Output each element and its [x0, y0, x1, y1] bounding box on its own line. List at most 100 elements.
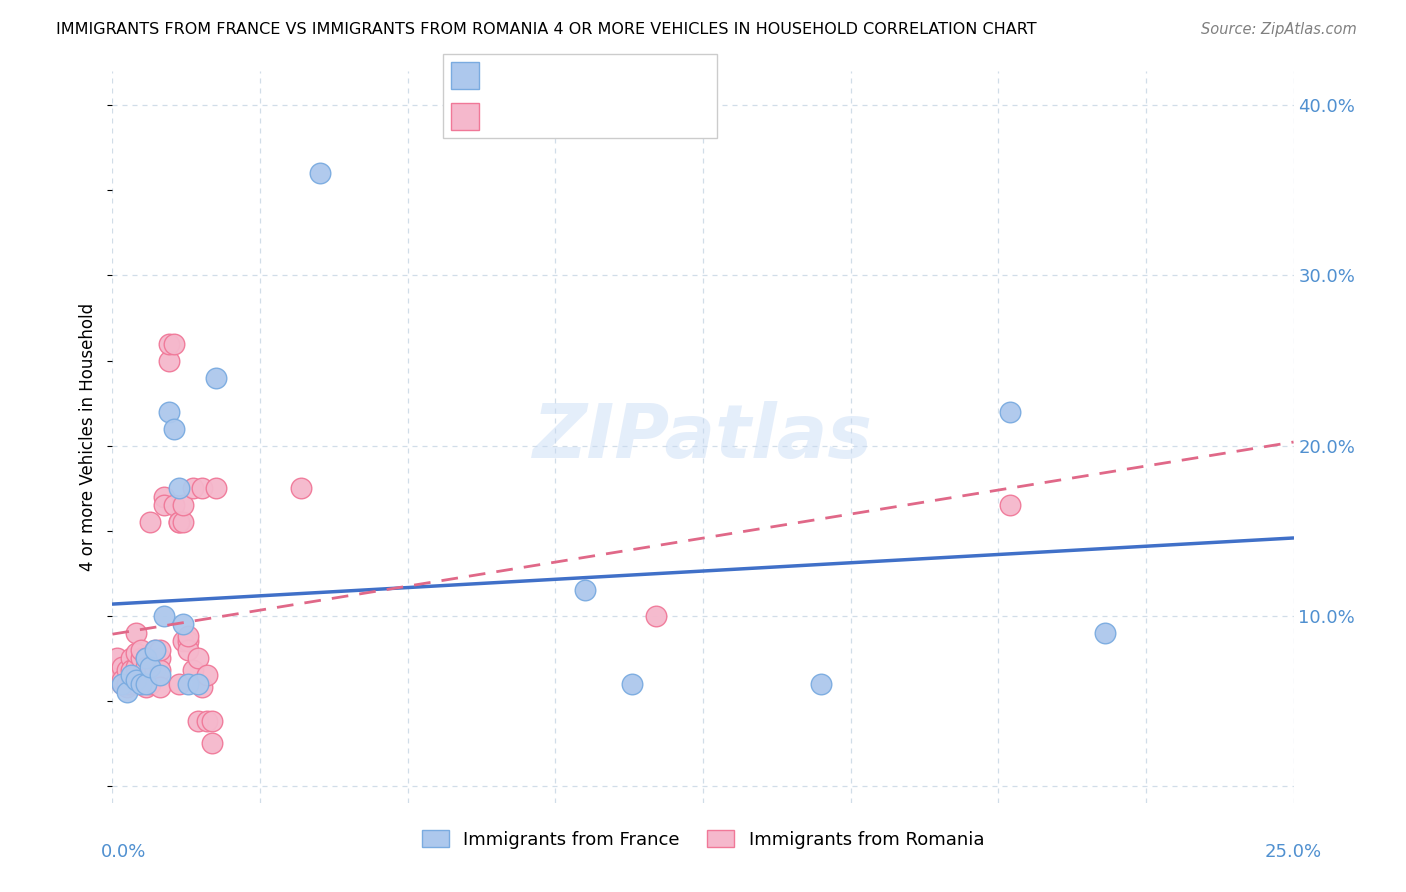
Point: [186, 651, 208, 665]
Point: [129, 642, 152, 657]
Point: [172, 498, 194, 512]
Point: [181, 663, 204, 677]
Point: [167, 515, 190, 529]
Point: [115, 680, 138, 694]
Point: [195, 668, 218, 682]
Point: [135, 680, 157, 694]
Point: [125, 673, 148, 688]
Text: R =: R =: [489, 67, 529, 85]
Point: [149, 680, 172, 694]
Point: [139, 677, 162, 691]
Point: [120, 663, 142, 677]
Point: [205, 481, 228, 495]
Point: [157, 336, 180, 351]
Point: [125, 659, 148, 673]
Text: 64: 64: [640, 107, 665, 125]
Point: [120, 677, 142, 691]
Point: [172, 617, 194, 632]
Point: [290, 481, 312, 495]
Text: IMMIGRANTS FROM FRANCE VS IMMIGRANTS FROM ROMANIA 4 OR MORE VEHICLES IN HOUSEHOL: IMMIGRANTS FROM FRANCE VS IMMIGRANTS FRO…: [56, 22, 1036, 37]
Point: [143, 642, 166, 657]
Text: 0.233: 0.233: [527, 107, 585, 125]
Point: [163, 421, 186, 435]
Text: 0.310: 0.310: [527, 67, 585, 85]
Point: [201, 736, 224, 750]
Point: [177, 642, 200, 657]
Text: ZIPatlas: ZIPatlas: [533, 401, 873, 474]
Text: 0.0%: 0.0%: [101, 843, 146, 861]
Point: [139, 515, 162, 529]
Point: [120, 651, 142, 665]
Point: [129, 677, 152, 691]
Text: Source: ZipAtlas.com: Source: ZipAtlas.com: [1201, 22, 1357, 37]
FancyBboxPatch shape: [443, 54, 717, 138]
Point: [129, 668, 152, 682]
FancyBboxPatch shape: [451, 103, 478, 130]
Point: [167, 481, 190, 495]
Point: [163, 336, 186, 351]
Point: [120, 673, 142, 688]
Point: [111, 659, 134, 673]
Point: [139, 668, 162, 682]
Point: [153, 490, 176, 504]
Legend: Immigrants from France, Immigrants from Romania: Immigrants from France, Immigrants from …: [415, 822, 991, 856]
Point: [115, 677, 138, 691]
Point: [149, 651, 172, 665]
FancyBboxPatch shape: [451, 62, 478, 89]
Point: [115, 663, 138, 677]
Point: [149, 663, 172, 677]
Point: [135, 677, 157, 691]
Point: [149, 668, 172, 682]
Point: [157, 404, 180, 418]
Point: [115, 685, 138, 699]
Point: [172, 515, 194, 529]
Point: [644, 608, 666, 623]
Point: [105, 668, 128, 682]
Point: [177, 677, 200, 691]
Point: [153, 608, 176, 623]
Point: [111, 673, 134, 688]
Point: [135, 651, 157, 665]
Point: [163, 498, 186, 512]
Point: [129, 677, 152, 691]
Point: [167, 677, 190, 691]
Point: [998, 498, 1021, 512]
Point: [1094, 625, 1116, 640]
Point: [172, 634, 194, 648]
Point: [998, 404, 1021, 418]
Point: [111, 677, 134, 691]
Point: [125, 668, 148, 682]
Point: [153, 498, 176, 512]
Text: N =: N =: [602, 67, 643, 85]
Point: [574, 583, 596, 598]
Point: [125, 677, 148, 691]
Point: [135, 651, 157, 665]
Point: [177, 629, 200, 643]
Point: [105, 651, 128, 665]
Point: [167, 515, 190, 529]
Point: [186, 714, 208, 728]
Point: [135, 659, 157, 673]
Point: [143, 663, 166, 677]
Point: [181, 481, 204, 495]
Point: [309, 166, 332, 180]
Point: [201, 714, 224, 728]
Point: [186, 677, 208, 691]
Text: 25.0%: 25.0%: [1264, 843, 1322, 861]
Point: [143, 642, 166, 657]
Point: [143, 659, 166, 673]
Text: N =: N =: [602, 107, 643, 125]
Point: [149, 642, 172, 657]
Text: R =: R =: [489, 107, 529, 125]
Point: [191, 481, 214, 495]
Point: [120, 668, 142, 682]
Point: [125, 625, 148, 640]
Point: [139, 659, 162, 673]
Point: [177, 634, 200, 648]
Point: [129, 651, 152, 665]
Point: [191, 680, 214, 694]
Point: [157, 353, 180, 368]
Point: [125, 646, 148, 660]
Point: [135, 668, 157, 682]
Y-axis label: 4 or more Vehicles in Household: 4 or more Vehicles in Household: [79, 303, 97, 571]
